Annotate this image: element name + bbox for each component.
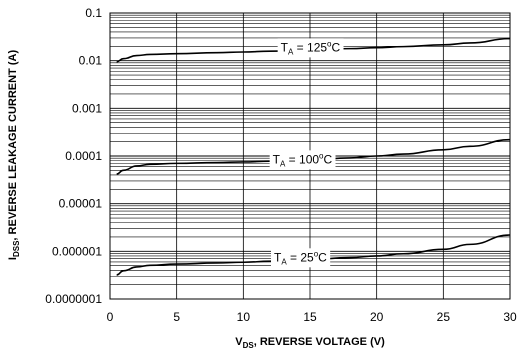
plot-frame	[109, 12, 511, 300]
series-line-0	[116, 37, 511, 63]
series-lines: TA = 125oC TA = 100oC TA = 25oC	[116, 37, 511, 276]
y-axis-title: IDSS, REVERSE LEAKAGE CURRENT (A)	[7, 50, 21, 261]
x-tick-label: 30	[503, 310, 517, 324]
y-tick-label: 0.001	[72, 101, 102, 115]
y-tick-label: 0.0001	[65, 149, 102, 163]
series-label-bg	[277, 38, 344, 58]
x-tick-label: 20	[370, 310, 384, 324]
x-tick-label: 5	[173, 310, 180, 324]
y-tick-label: 0.000001	[52, 244, 102, 258]
x-tick-label: 10	[237, 310, 251, 324]
series-label-bg	[269, 150, 336, 170]
x-tick-label: 0	[107, 310, 114, 324]
x-tick-label: 15	[303, 310, 317, 324]
y-tick-label: 0.1	[85, 6, 102, 20]
series-label-text: TA = 25oC	[274, 249, 327, 266]
x-axis-title: VDS, REVERSE VOLTAGE (V)	[235, 336, 385, 350]
series-label-1: TA = 100oC	[269, 150, 336, 170]
y-tick-label: 0.01	[79, 54, 103, 68]
y-tick-labels: 0.0000001 0.000001 0.00001 0.0001 0.001 0.01 0…	[45, 6, 102, 306]
series-label-text: TA = 125oC	[281, 39, 341, 56]
y-tick-label: 0.0000001	[45, 292, 102, 306]
series-label-bg	[271, 248, 331, 268]
x-tick-labels: 0 5 10 15 20 25 30	[107, 310, 517, 324]
series-label-2: TA = 25oC	[271, 248, 331, 268]
series-label-text: TA = 100oC	[273, 151, 333, 168]
x-tick-label: 25	[437, 310, 451, 324]
series-label-0: TA = 125oC	[277, 38, 344, 58]
series-line-2	[116, 234, 511, 276]
y-tick-label: 0.00001	[59, 197, 103, 211]
